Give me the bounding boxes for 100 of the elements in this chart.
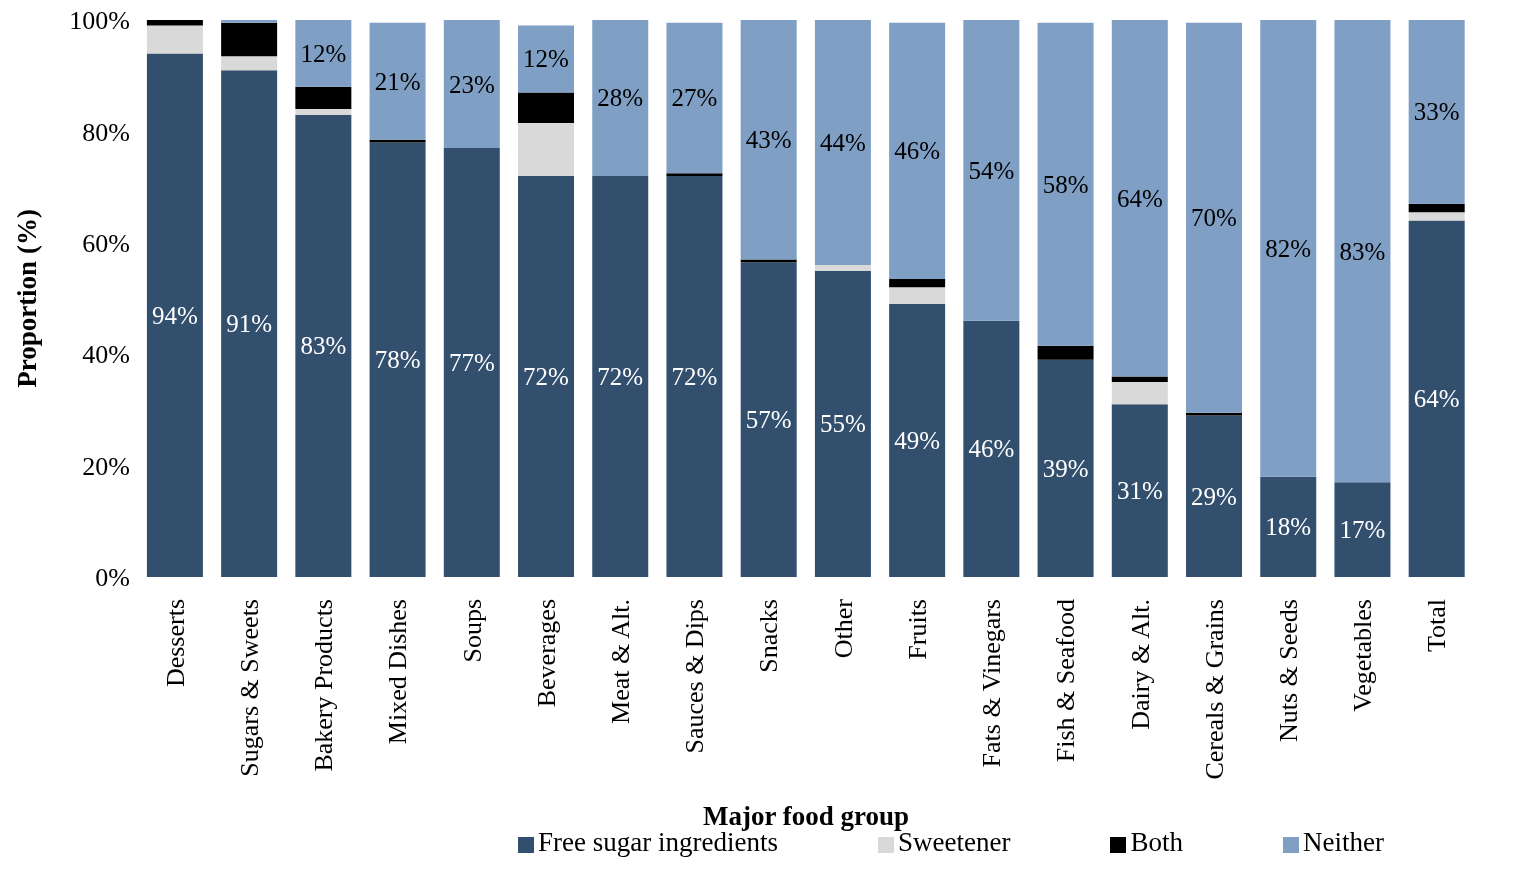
data-label: 29% [1191,482,1237,510]
bar [592,20,649,176]
bar [443,20,500,149]
x-tick-label: Soups [457,599,487,663]
data-label: 70% [1191,204,1237,232]
bar [221,70,278,577]
x-tick-label: Bakery Products [309,599,339,772]
bar [1037,359,1094,577]
bar [963,20,1020,321]
bar [518,123,575,176]
y-tick-label: 80% [82,117,130,147]
data-label: 33% [1413,98,1460,126]
data-label: 77% [448,349,495,377]
y-tick-label: 0% [95,563,130,593]
bar [889,304,946,577]
y-tick-label: 40% [82,340,130,370]
x-tick-label: Dairy & Alt. [1125,599,1155,730]
bar [369,22,426,140]
data-label: 43% [745,126,792,154]
bar [963,320,1020,577]
y-tick-label: 60% [82,229,130,259]
data-label: 23% [448,70,495,98]
bar [666,22,723,174]
bar [221,22,278,57]
bar [889,22,946,280]
bar [889,279,946,288]
x-tick-label: Nuts & Seeds [1273,599,1303,742]
data-label: 78% [374,346,421,374]
data-label: 55% [819,410,866,438]
data-label: 72% [671,362,718,390]
bar [1111,404,1168,577]
data-label: 17% [1339,516,1386,544]
data-label: 12% [300,39,347,67]
bar [740,262,797,577]
bar [1334,482,1391,577]
bar [146,53,203,577]
x-tick-label: Beverages [531,599,561,708]
bar [1260,476,1317,577]
bar [1037,345,1094,360]
x-tick-label: Sauces & Dips [680,599,710,754]
bar [814,20,871,266]
bar [592,175,649,577]
bar [740,20,797,260]
y-tick-label: 20% [82,451,130,481]
bar [443,148,500,577]
bar [666,173,723,176]
legend-label: Neither [1302,827,1384,857]
bar [146,25,203,54]
bar [295,114,352,577]
x-tick-label: Other [828,598,858,659]
bar [1037,22,1094,346]
bar [814,265,871,271]
data-label: 44% [819,129,866,157]
x-tick-label: Vegetables [1348,599,1378,712]
data-label: 31% [1116,477,1163,505]
y-tick-label: 100% [69,6,130,36]
data-label: 83% [300,332,347,360]
data-label: 46% [894,137,941,165]
bar [1334,20,1391,483]
data-label: 58% [1042,170,1089,198]
data-label: 39% [1042,454,1089,482]
bar [1111,20,1168,377]
bar [1111,376,1168,383]
data-label: 91% [226,310,273,338]
bar [1408,20,1465,204]
bar [221,20,278,23]
bar [518,175,575,577]
data-label: 64% [1116,184,1163,212]
bar [1408,220,1465,577]
bar [1186,22,1243,413]
bar [221,56,278,71]
bar [1408,212,1465,221]
data-label: 18% [1265,513,1312,541]
data-label: 28% [597,84,644,112]
x-tick-label: Sugars & Sweets [234,599,264,777]
bar [146,20,203,26]
bar [666,175,723,577]
bar [518,25,575,93]
data-label: 64% [1413,385,1460,413]
bar [369,142,426,577]
legend-label: Both [1130,827,1183,857]
data-label: 57% [745,406,792,434]
bar [889,287,946,305]
x-tick-label: Cereals & Grains [1199,599,1229,780]
data-label: 21% [374,67,421,95]
y-axis-title: Proportion (%) [11,209,42,388]
x-tick-label: Mixed Dishes [383,599,413,745]
data-label: 72% [523,362,569,390]
bar [295,20,352,87]
bar [1408,203,1465,213]
data-label: 72% [597,362,644,390]
bar [814,270,871,577]
data-label: 49% [894,427,941,455]
bar [295,109,352,115]
bar [1260,20,1317,477]
x-tick-label: Fats & Vinegars [977,599,1007,768]
data-label: 54% [968,156,1015,184]
data-label: 12% [523,45,569,73]
x-tick-label: Snacks [754,599,784,673]
bar [1111,382,1168,405]
